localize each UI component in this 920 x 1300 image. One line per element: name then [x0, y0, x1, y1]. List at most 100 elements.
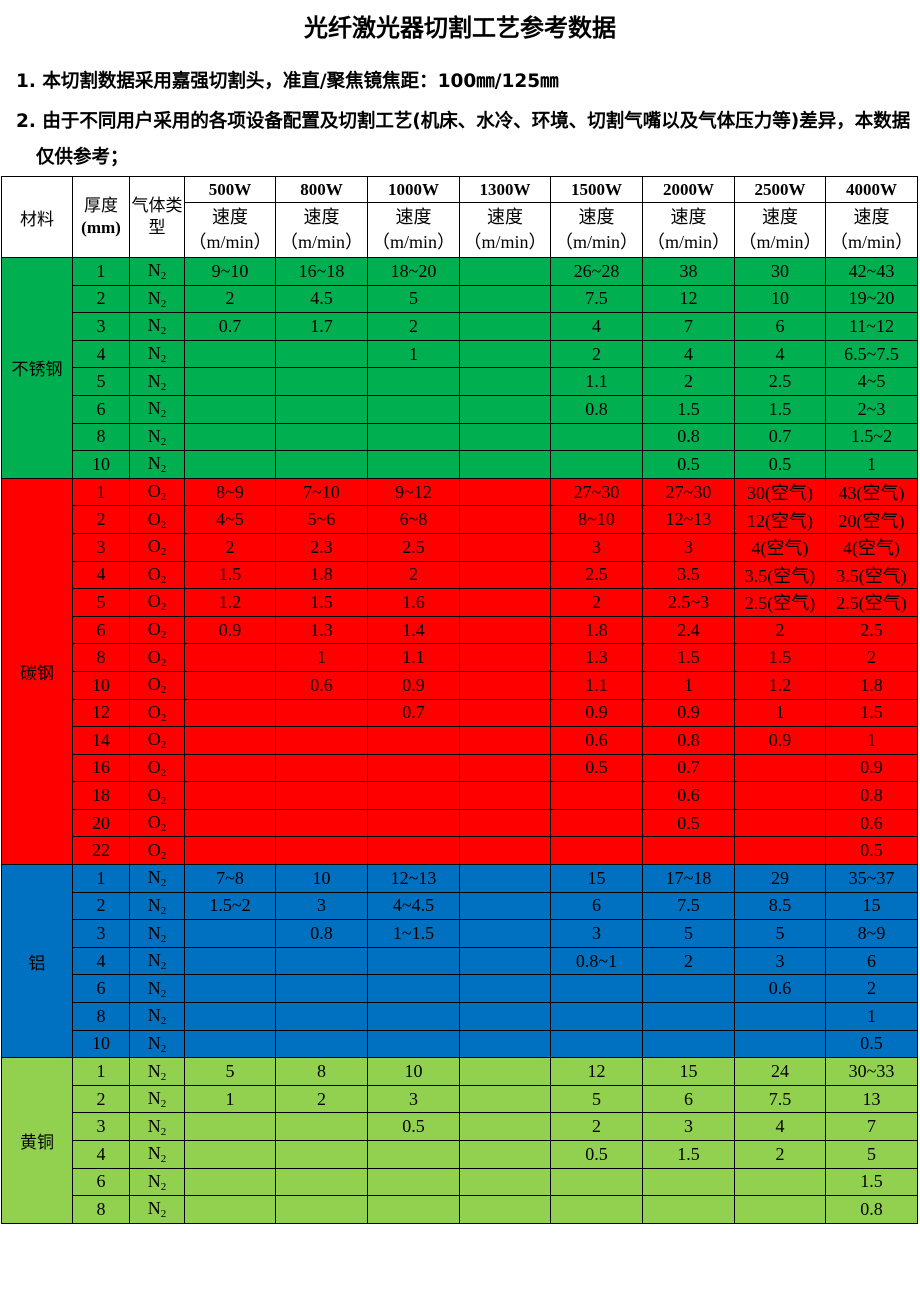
speed-cell: [459, 808, 551, 838]
gas-subscript: 2: [160, 987, 167, 1000]
speed-cell: 0.5: [367, 1112, 460, 1141]
speed-cell: 4: [734, 339, 826, 369]
speed-cell: 5~6: [275, 505, 368, 534]
speed-cell: [550, 1167, 643, 1197]
speed-cell: [275, 698, 368, 728]
thickness-cell: 5: [72, 367, 130, 396]
table-row: 3 N2 0.7 1.7 2 4 7 6 11~12: [1, 312, 918, 341]
speed-cell: [459, 670, 551, 700]
speed-cell: 1: [367, 339, 460, 369]
speed-cell: [184, 670, 276, 700]
thickness-cell: 6: [72, 1167, 130, 1197]
speed-cell: 3: [734, 946, 826, 976]
speed-cell: 2: [734, 1140, 826, 1169]
thickness-cell: 2: [72, 891, 130, 921]
thickness-cell: 8: [72, 643, 130, 672]
gas-symbol: O: [147, 701, 161, 722]
speed-cell: 1.1: [550, 367, 643, 396]
speed-cell: [459, 1195, 551, 1224]
speed-cell: [184, 339, 276, 369]
speed-cell: 0.8: [642, 726, 735, 755]
speed-cell: 7~10: [275, 477, 368, 507]
gas-symbol: O: [147, 591, 161, 612]
header-thickness: 厚度 (mm): [72, 176, 130, 258]
gas-cell: O2: [129, 477, 185, 507]
speed-cell: 0.8~1: [550, 946, 643, 976]
table-row: 6 N2 0.8 1.5 1.5 2~3: [1, 394, 918, 424]
cutting-parameters-table: 材料 厚度 (mm) 气体类型 500W 800W 1000W 1300W 1500W 2…: [1, 176, 918, 1224]
gas-cell: N2: [129, 1002, 185, 1031]
gas-symbol: N: [147, 370, 161, 391]
speed-cell: 2: [734, 615, 826, 645]
speed-cell: 8.5: [734, 891, 826, 921]
speed-cell: 3: [367, 1084, 460, 1114]
speed-cell: 5: [734, 919, 826, 948]
header-speed: 速度 （m/min）: [825, 202, 918, 258]
header-speed: 速度 （m/min）: [275, 202, 368, 258]
gas-symbol: N: [147, 1032, 161, 1053]
gas-cell: N2: [129, 864, 185, 893]
thickness-cell: 2: [72, 284, 130, 314]
table-row: 3 N2 0.8 1~1.5 3 5 5 8~9: [1, 919, 918, 948]
gas-cell: N2: [129, 919, 185, 948]
gas-symbol: N: [147, 1198, 161, 1219]
speed-cell: 10: [367, 1057, 460, 1086]
speed-cell: 3.5(空气): [734, 560, 826, 590]
table-row: 3 N2 0.5 2 3 4 7: [1, 1112, 918, 1141]
speed-cell: 3.5: [642, 560, 735, 590]
header-speed-label: 速度: [212, 207, 248, 227]
gas-symbol: N: [147, 977, 161, 998]
gas-symbol: N: [147, 950, 161, 971]
gas-symbol: N: [147, 1170, 161, 1191]
speed-cell: 3: [275, 891, 368, 921]
speed-cell: 1.2: [184, 588, 276, 617]
gas-cell: O2: [129, 753, 185, 783]
thickness-cell: 10: [72, 670, 130, 700]
speed-cell: [642, 1195, 735, 1224]
table-row: 8 N2 0.8: [1, 1195, 918, 1224]
gas-subscript: 2: [160, 794, 167, 807]
gas-cell: O2: [129, 505, 185, 534]
gas-cell: N2: [129, 946, 185, 976]
thickness-cell: 1: [72, 257, 130, 286]
gas-symbol: N: [147, 867, 161, 888]
thickness-cell: 2: [72, 1084, 130, 1114]
speed-cell: [275, 946, 368, 976]
header-speed-label: 速度: [395, 207, 432, 227]
speed-cell: 0.8: [825, 1195, 918, 1224]
gas-subscript: 2: [160, 877, 167, 890]
table-row: 2 N2 1.5~2 3 4~4.5 6 7.5 8.5 15: [1, 891, 918, 921]
speed-cell: 2.3: [275, 532, 368, 562]
speed-cell: [367, 946, 460, 976]
header-speed-unit: （m/min）: [371, 232, 455, 252]
speed-cell: 2.5(空气): [825, 588, 918, 617]
table-row: 6 O2 0.9 1.3 1.4 1.8 2.4 2 2.5: [1, 615, 918, 645]
speed-cell: 20(空气): [825, 505, 918, 534]
speed-cell: 1.5: [825, 698, 918, 728]
speed-cell: 1.8: [275, 560, 368, 590]
header-power-500w: 500W: [184, 176, 276, 203]
speed-cell: 0.5: [550, 1140, 643, 1169]
speed-cell: 1.5: [642, 1140, 735, 1169]
speed-cell: [550, 1029, 643, 1059]
speed-cell: 5: [825, 1140, 918, 1169]
speed-cell: 13: [825, 1084, 918, 1114]
speed-cell: [367, 1002, 460, 1031]
gas-subscript: 2: [160, 904, 167, 917]
speed-cell: [275, 753, 368, 783]
table-row: 12 O2 0.7 0.9 0.9 1 1.5: [1, 698, 918, 728]
speed-cell: 30~33: [825, 1057, 918, 1086]
speed-cell: [459, 891, 551, 921]
speed-cell: 0.9: [734, 726, 826, 755]
gas-cell: O2: [129, 836, 185, 866]
gas-symbol: O: [147, 839, 161, 860]
thickness-cell: 8: [72, 1195, 130, 1224]
thickness-cell: 16: [72, 753, 130, 783]
gas-subscript: 2: [160, 1125, 167, 1138]
speed-cell: [550, 450, 643, 479]
header-power-1000w: 1000W: [367, 176, 460, 203]
thickness-cell: 3: [72, 312, 130, 341]
speed-cell: 1: [642, 670, 735, 700]
speed-cell: 2: [184, 284, 276, 314]
table-row: 2 N2 1 2 3 5 6 7.5 13: [1, 1084, 918, 1114]
